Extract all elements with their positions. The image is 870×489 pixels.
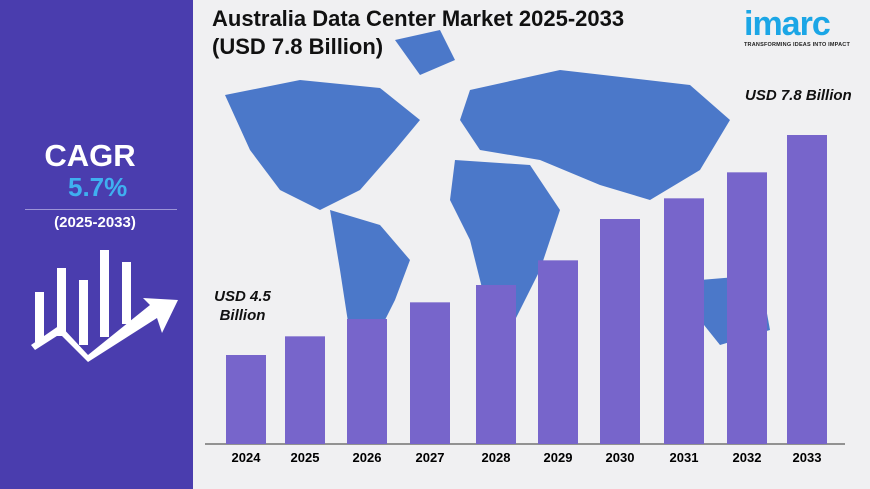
- chart-title: Australia Data Center Market 2025-2033 (…: [212, 5, 624, 61]
- x-tick-label: 2024: [232, 450, 262, 465]
- bar-2025: [285, 336, 325, 444]
- sidebar-panel: CAGR 5.7% (2025-2033): [0, 0, 193, 489]
- logo-wordmark: imarc: [744, 5, 831, 43]
- imarc-logo: imarc TRANSFORMING IDEAS INTO IMPACT: [744, 6, 862, 48]
- x-tick-label: 2033: [793, 450, 822, 465]
- divider: [25, 209, 177, 210]
- cagr-value: 5.7%: [68, 172, 128, 202]
- annotation-first-line2: Billion: [219, 307, 266, 324]
- x-tick-label: 2030: [606, 450, 635, 465]
- bar-2026: [347, 319, 387, 444]
- x-tick-label: 2029: [544, 450, 573, 465]
- cagr-period: (2025-2033): [54, 214, 136, 231]
- bar-2028: [476, 285, 516, 444]
- title-line-2: (USD 7.8 Billion): [212, 34, 384, 59]
- cagr-label: CAGR: [44, 138, 136, 173]
- bar-2033: [787, 135, 827, 444]
- growth-chart-arrow-icon: [31, 250, 178, 362]
- bar-2031: [664, 198, 704, 444]
- bar-2030: [600, 219, 640, 444]
- x-tick-label: 2028: [482, 450, 511, 465]
- annotation-first: USD 4.5 Billion: [205, 287, 280, 325]
- bar-2032: [727, 172, 767, 445]
- title-line-1: Australia Data Center Market 2025-2033: [212, 6, 625, 31]
- logo-tagline: TRANSFORMING IDEAS INTO IMPACT: [744, 42, 851, 48]
- bar-2027: [410, 302, 450, 444]
- x-tick-label: 2025: [291, 450, 320, 465]
- x-tick-label: 2031: [670, 450, 699, 465]
- bar-2029: [538, 260, 578, 444]
- annotation-last: USD 7.8 Billion: [745, 87, 852, 104]
- bar-2024: [226, 355, 266, 444]
- x-tick-label: 2027: [416, 450, 445, 465]
- x-tick-label: 2032: [733, 450, 762, 465]
- x-tick-label: 2026: [353, 450, 382, 465]
- annotation-first-line1: USD 4.5: [214, 288, 271, 305]
